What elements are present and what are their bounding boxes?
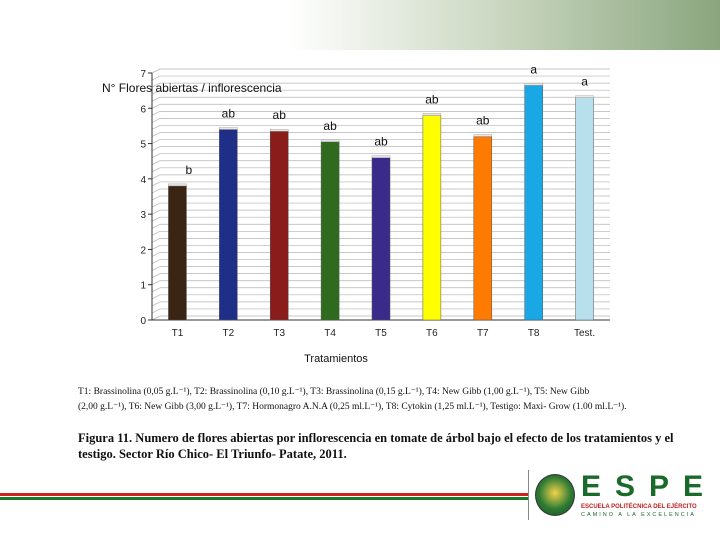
espe-logo: ESPE ESCUELA POLITÉCNICA DEL EJÉRCITO CA… [535,470,718,520]
y-tick-label: 4 [140,175,146,186]
gridline-side [151,139,161,144]
gridline-side [151,118,161,123]
y-tick-label: 1 [140,281,146,292]
logo-subtitle: ESCUELA POLITÉCNICA DEL EJÉRCITO [581,504,697,510]
gridline-side [151,75,161,81]
x-axis-title: Tratamientos [304,353,368,365]
espe-seal-icon [535,474,575,516]
bar [473,136,493,321]
gridline-side [151,167,161,173]
gridline-side [151,252,161,257]
bar-top [320,139,340,143]
header-gradient-band [0,0,720,50]
logo-motto: CAMINO A LA EXCELENCIA [581,512,696,518]
significance-label: ab [323,119,337,133]
chart-title: N° Flores abiertas / inflorescencia [102,81,282,95]
x-tick-label: T5 [375,328,387,339]
bar-top [219,127,238,130]
gridline-side [151,89,161,95]
bar-top [168,183,187,187]
bar [269,130,289,321]
gridline-side [151,160,161,166]
significance-label: ab [374,135,388,149]
bar-top [575,95,594,98]
gridline-side [151,245,161,250]
bar-top [270,129,289,132]
gridline-side [151,209,161,215]
logo-name: ESPE [581,470,718,503]
chart-labels: 0 1 2 3 4 5 6 7 T1 b T2 ab T3 ab T4 ab T5 ab T6 ab T7 ab T8 a Te… [140,62,595,339]
x-tick-label: T2 [222,328,234,339]
footer-green-line [0,497,528,500]
chart-bars [168,83,594,321]
x-tick-label: T4 [324,328,336,339]
gridline-side [151,315,161,321]
gridline-side [151,231,161,236]
bar-top [473,134,492,137]
significance-label: ab [476,114,490,128]
x-tick-label: T7 [477,328,489,339]
gridline-side [151,125,161,130]
bar-chart: 0 1 2 3 4 5 6 7 T1 b T2 ab T3 ab T4 ab T5 ab T6 ab T7 ab T8 a Te… [102,62,610,365]
bar [524,85,543,321]
significance-label: b [185,163,192,177]
x-tick-label: T3 [273,328,285,339]
gridline-side [151,266,161,271]
gridline-side [151,202,161,208]
significance-label: a [581,75,588,89]
treatment-legend-notes: T1: Brassinolina (0,05 g.L⁻¹), T2: Brass… [78,385,678,415]
x-tick-label: T6 [426,328,438,339]
bar [219,129,238,321]
bar-top [371,155,391,158]
footer-separator [528,470,529,520]
gridline-side [151,82,161,88]
notes-line-1: T1: Brassinolina (0,05 g.L⁻¹), T2: Brass… [78,387,590,397]
gridline-side [151,111,161,116]
y-tick-label: 3 [140,210,146,221]
gridline-side [151,273,161,278]
gridline-side [151,280,161,286]
y-tick-label: 6 [140,104,146,115]
gridline-side [151,188,161,194]
bar-top [422,113,442,116]
gridline-side [151,308,161,314]
y-tick-label: 2 [140,245,146,256]
gridline-side [151,301,161,307]
gridline-side [151,287,161,293]
gridline-side [151,294,161,300]
x-tick-label: Test. [574,328,595,339]
gridline-side [151,96,161,102]
gridline-side [151,195,161,201]
gridline-side [151,216,161,222]
y-tick-label: 0 [140,316,146,327]
bar [320,141,340,321]
significance-label: a [530,62,537,76]
gridline-side [151,68,161,74]
bar [168,185,187,321]
gridline-side [151,153,161,158]
significance-label: ab [425,92,439,106]
gridline-side [151,103,161,109]
figure-caption: Figura 11. Numero de flores abiertas por… [78,431,674,461]
significance-label: ab [273,108,287,122]
bar [422,115,442,321]
y-tick-label: 5 [140,140,146,151]
gridline-side [151,238,161,243]
x-tick-label: T1 [172,328,184,339]
gridline-side [151,132,161,137]
gridline-side [151,181,161,187]
gridline-side [151,223,161,229]
gridline-side [151,146,161,151]
bar [575,97,594,321]
gridline-side [151,174,161,180]
x-tick-label: T8 [528,328,540,339]
bar [371,157,391,321]
y-tick-label: 7 [140,69,146,80]
significance-label: ab [222,106,236,120]
footer-red-line [0,493,528,496]
bar-top [524,83,543,86]
notes-line-2: (2,00 g.L⁻¹), T6: New Gibb (3,00 g.L⁻¹),… [78,402,627,412]
gridline-side [151,259,161,264]
